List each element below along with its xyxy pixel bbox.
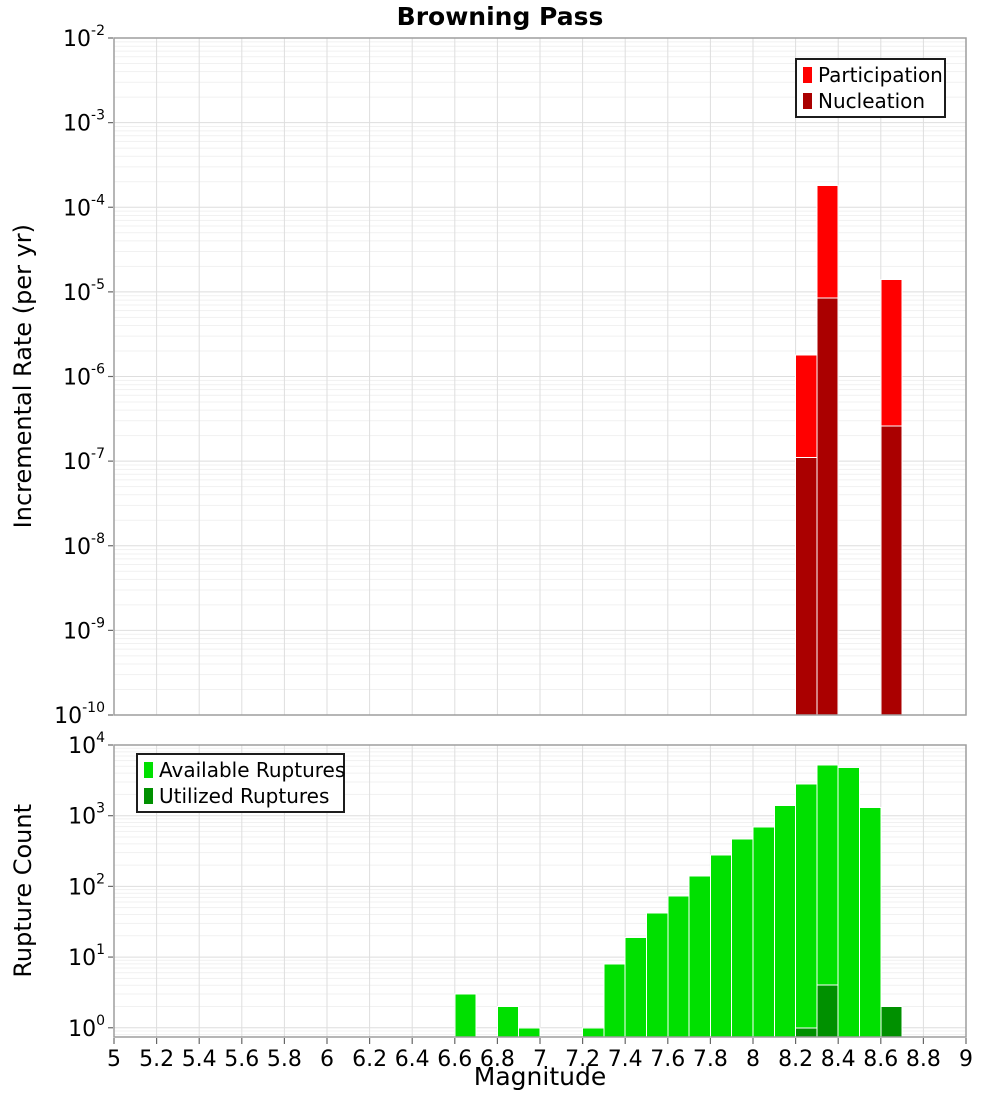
plot-border xyxy=(113,744,967,1038)
bar-available-ruptures xyxy=(624,936,648,1038)
x-tick-label: 5.8 xyxy=(267,1047,302,1072)
x-tick-label: 8 xyxy=(746,1047,760,1072)
bar-available-ruptures xyxy=(518,1027,541,1038)
bar-available-ruptures xyxy=(667,895,690,1038)
x-tick-label: 7.2 xyxy=(565,1047,600,1072)
legend-top: Participation Nucleation xyxy=(795,58,946,118)
bar-utilized-ruptures xyxy=(880,1005,903,1038)
y-tick-label: 104 xyxy=(68,730,105,759)
bar-available-ruptures xyxy=(859,807,882,1038)
bar-utilized-ruptures xyxy=(795,1027,818,1038)
y-tick-label: 10-3 xyxy=(63,108,105,137)
bar-utilized-ruptures xyxy=(816,984,839,1038)
x-tick-label: 5 xyxy=(107,1047,121,1072)
x-tick-label: 9 xyxy=(959,1047,973,1072)
legend-entry-participation: Participation xyxy=(803,62,943,88)
y-tick-label: 10-9 xyxy=(63,615,105,644)
bar-available-ruptures xyxy=(752,826,775,1038)
x-tick-label: 8.8 xyxy=(906,1047,941,1072)
chart-title: Browning Pass xyxy=(396,2,604,31)
bar-available-ruptures xyxy=(795,783,818,1038)
bar-available-ruptures xyxy=(837,767,861,1038)
y-tick-label: 103 xyxy=(68,801,105,830)
x-tick-label: 5.6 xyxy=(224,1047,259,1072)
bar-available-ruptures xyxy=(709,854,733,1038)
x-tick-label: 7 xyxy=(533,1047,547,1072)
x-tick-label: 6.2 xyxy=(352,1047,387,1072)
nucleation-swatch-icon xyxy=(803,93,812,109)
x-axis-label: Magnitude xyxy=(473,1062,607,1091)
y-tick-label: 10-10 xyxy=(54,700,105,729)
y-tick-label: 101 xyxy=(68,942,105,971)
bar-available-ruptures xyxy=(454,993,477,1038)
legend-label: Available Ruptures xyxy=(159,758,346,782)
y-tick-label: 10-2 xyxy=(63,23,105,52)
x-tick-label: 5.2 xyxy=(139,1047,174,1072)
legend-entry-nucleation: Nucleation xyxy=(803,88,938,114)
legend-label: Utilized Ruptures xyxy=(159,784,330,808)
bar-available-ruptures xyxy=(582,1027,605,1038)
available-ruptures-swatch-icon xyxy=(144,762,153,778)
x-tick-label: 8.4 xyxy=(821,1047,856,1072)
x-tick-label: 8.2 xyxy=(778,1047,813,1072)
y-tick-label: 10-5 xyxy=(63,277,105,306)
utilized-ruptures-swatch-icon xyxy=(144,788,153,804)
legend-bottom: Available Ruptures Utilized Ruptures xyxy=(136,753,345,813)
bar-available-ruptures xyxy=(688,875,711,1038)
y-tick-label: 102 xyxy=(68,871,105,900)
legend-label: Participation xyxy=(818,63,943,87)
bar-available-ruptures xyxy=(773,804,797,1038)
x-tick-label: 6 xyxy=(320,1047,334,1072)
bar-available-ruptures xyxy=(603,963,626,1038)
y-tick-label: 10-7 xyxy=(63,446,105,475)
x-tick-label: 6.6 xyxy=(437,1047,472,1072)
y-tick-label: 10-4 xyxy=(63,192,105,221)
x-tick-label: 7.8 xyxy=(693,1047,728,1072)
bar-available-ruptures xyxy=(496,1005,520,1038)
x-tick-label: 7.6 xyxy=(650,1047,685,1072)
x-tick-label: 8.6 xyxy=(863,1047,898,1072)
bar-available-ruptures xyxy=(731,838,754,1038)
participation-swatch-icon xyxy=(803,67,812,83)
y-tick-label: 100 xyxy=(68,1013,105,1042)
x-tick-label: 7.4 xyxy=(608,1047,643,1072)
legend-entry-available-ruptures: Available Ruptures xyxy=(144,757,345,783)
x-tick-label: 6.8 xyxy=(480,1047,515,1072)
legend-entry-utilized-ruptures: Utilized Ruptures xyxy=(144,783,337,809)
y-tick-label: 10-8 xyxy=(63,531,105,560)
legend-label: Nucleation xyxy=(818,89,926,113)
x-tick-label: 6.4 xyxy=(395,1047,430,1072)
x-tick-label: 5.4 xyxy=(182,1047,217,1072)
y-tick-label: 10-6 xyxy=(63,362,105,391)
bar-available-ruptures xyxy=(646,912,669,1038)
plot-border xyxy=(113,37,967,716)
